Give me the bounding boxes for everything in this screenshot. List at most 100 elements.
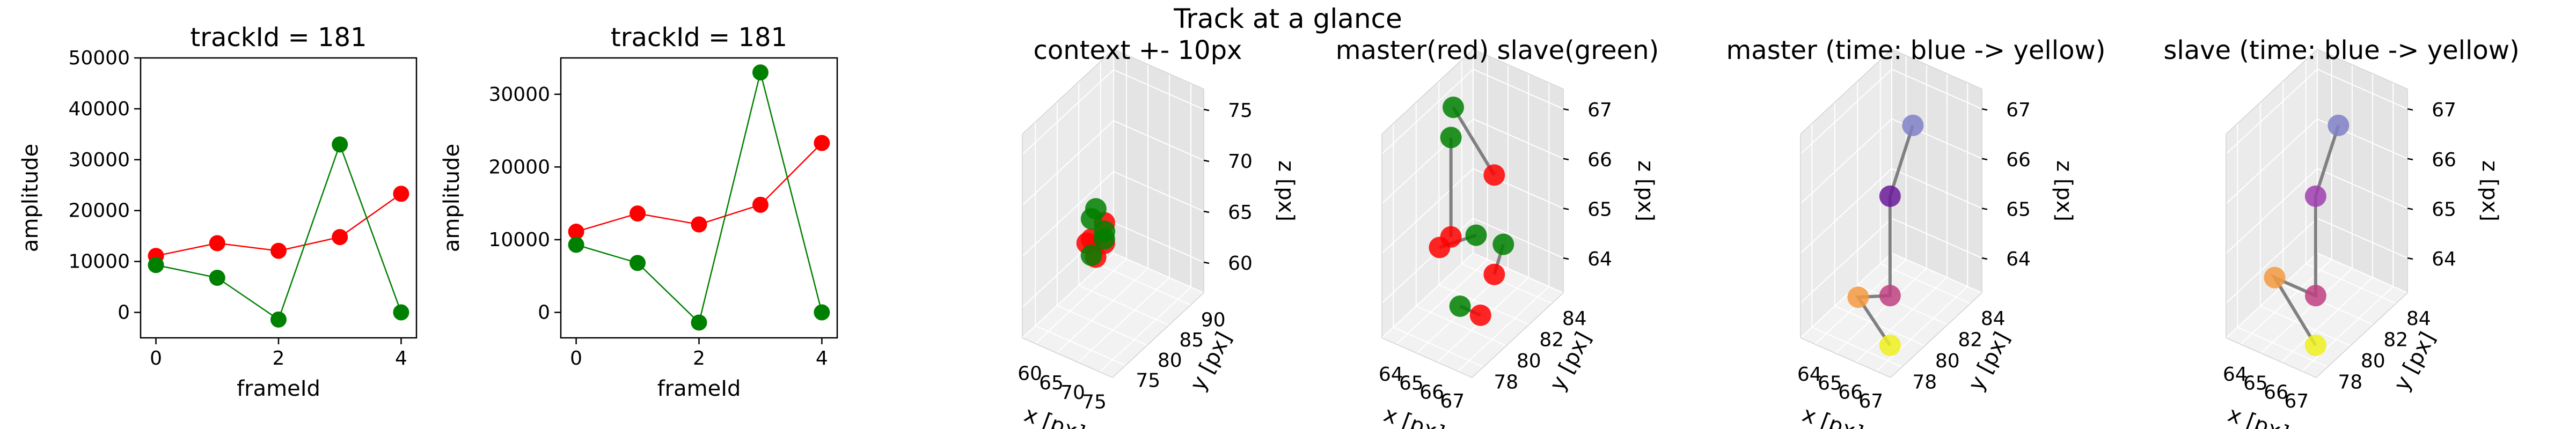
series-1-point bbox=[1483, 164, 1505, 186]
grid-line-z bbox=[1113, 171, 1204, 212]
grid-line-z bbox=[1022, 69, 1114, 155]
time-point bbox=[2328, 114, 2350, 136]
y-tick-label: 20000 bbox=[488, 156, 550, 178]
y-tick-label: 82 bbox=[2383, 329, 2408, 351]
back-pane bbox=[2317, 48, 2408, 294]
grid-line-z bbox=[1022, 171, 1114, 257]
z-tick-label: 65 bbox=[2006, 198, 2031, 220]
series-2-point bbox=[1080, 245, 1102, 267]
grid-line-z bbox=[1800, 168, 1892, 254]
z-tick-mark bbox=[1563, 158, 1569, 160]
x-tick-label: 65 bbox=[1039, 372, 1064, 394]
x-axis-label: x [px] bbox=[1799, 402, 1866, 429]
series-1-point bbox=[568, 224, 584, 240]
z-tick-mark bbox=[1563, 208, 1569, 210]
z-axis-label: z [px] bbox=[2477, 160, 2502, 221]
x-tick-label: 66 bbox=[1419, 381, 1444, 403]
x-tick-label: 64 bbox=[1379, 364, 1403, 386]
z-tick-mark bbox=[1981, 208, 1988, 210]
z-tick-mark bbox=[2407, 257, 2413, 260]
grid-line-x bbox=[1457, 286, 1549, 372]
x-tick-label: 60 bbox=[1018, 363, 1042, 385]
grid-line-x bbox=[2301, 286, 2394, 372]
time-point bbox=[2304, 185, 2326, 207]
x-tick-label: 64 bbox=[1797, 364, 1822, 386]
grid-line-z bbox=[2226, 119, 2318, 204]
time-point bbox=[2304, 334, 2326, 356]
grid-line-y bbox=[1078, 285, 1169, 326]
y-axis-label: amplitude bbox=[440, 144, 464, 252]
pane-edge bbox=[2226, 49, 2318, 135]
grid-line-y bbox=[1438, 284, 1529, 326]
grid-line-z bbox=[1022, 120, 1114, 206]
y-tick-label: 80 bbox=[1935, 350, 1960, 372]
y-tick-label: 20000 bbox=[68, 200, 130, 222]
pane-edge bbox=[1112, 292, 1204, 378]
x-tick-label: 64 bbox=[2223, 364, 2248, 386]
grid-line-y bbox=[1461, 263, 1553, 304]
grid-line-y bbox=[1393, 327, 1484, 368]
series-2-point bbox=[332, 136, 348, 153]
series-2-point bbox=[1449, 295, 1471, 317]
pane-edge bbox=[1890, 292, 1982, 378]
grid-line-z bbox=[2226, 69, 2318, 154]
y-tick-label: 30000 bbox=[68, 149, 130, 171]
pane-edge bbox=[2316, 292, 2408, 378]
series-1-point bbox=[1469, 304, 1491, 326]
x-axis-label: frameId bbox=[657, 376, 741, 401]
z-tick-mark bbox=[1203, 210, 1210, 213]
line-chart-2: trackId = 181 0 2 4 0 10000 20000 30000 frameId a… bbox=[440, 23, 838, 401]
x-tick-label: 2 bbox=[273, 347, 285, 369]
x-tick-label: 4 bbox=[816, 347, 828, 369]
series-2-point bbox=[568, 236, 584, 253]
y-tick-label: 0 bbox=[538, 302, 550, 324]
y-tick-label: 78 bbox=[1912, 371, 1937, 393]
y-tick-label: 84 bbox=[2406, 308, 2431, 330]
series-2-point bbox=[691, 314, 707, 331]
line-chart-1: trackId = 181 0 2 4 0 10000 20000 30000 40000 500… bbox=[18, 23, 418, 401]
grid-line-y bbox=[2306, 263, 2397, 304]
grid-line-y bbox=[1416, 305, 1507, 346]
pane-edge bbox=[1800, 337, 1891, 378]
time-point bbox=[2304, 285, 2326, 307]
x-tick-label: 75 bbox=[1082, 391, 1107, 413]
z-tick-mark bbox=[1563, 257, 1569, 260]
series-2-point bbox=[1094, 220, 1116, 242]
grid-line-z bbox=[1800, 218, 1892, 304]
grid-line-z bbox=[1113, 120, 1204, 161]
series-2-point bbox=[814, 304, 830, 321]
grid-line-x bbox=[1099, 286, 1191, 373]
series-2-point bbox=[1440, 127, 1462, 149]
z-tick-mark bbox=[2407, 108, 2413, 111]
series-1-point bbox=[691, 216, 707, 233]
y-tick-label: 90 bbox=[1201, 309, 1226, 331]
pane-edge bbox=[2317, 49, 2408, 90]
y-tick-label: 10000 bbox=[488, 229, 550, 251]
z-tick-label: 66 bbox=[2432, 149, 2456, 171]
z-tick-label: 64 bbox=[1587, 248, 1612, 270]
z-axis-label: z [px] bbox=[1274, 160, 1298, 221]
series-line-2 bbox=[576, 72, 823, 324]
time-point bbox=[1847, 286, 1869, 308]
series-2-point bbox=[209, 270, 225, 286]
z-tick-mark bbox=[2407, 208, 2413, 210]
grid-line-x bbox=[1056, 268, 1148, 353]
grid-line-y bbox=[1057, 305, 1148, 346]
grid-line-z bbox=[1473, 218, 1564, 259]
grid-line-y bbox=[1834, 305, 1926, 346]
grid-line-x bbox=[1078, 277, 1170, 363]
series-1-point bbox=[209, 235, 225, 252]
z-tick-label: 67 bbox=[2006, 99, 2031, 121]
z-tick-mark bbox=[1981, 108, 1988, 111]
z-tick-mark bbox=[1203, 159, 1210, 162]
z-tick-mark bbox=[1981, 158, 1988, 160]
grid-line-z bbox=[2317, 218, 2408, 259]
chart-title: slave (time: blue -> yellow) bbox=[2163, 35, 2519, 65]
y-tick-label: 82 bbox=[1958, 329, 1982, 351]
pane-edge bbox=[1473, 49, 1564, 90]
grid-line-z bbox=[2317, 69, 2408, 109]
chart-title: context +- 10px bbox=[1034, 35, 1242, 65]
y-axis-label: amplitude bbox=[18, 144, 43, 252]
pane-edge bbox=[1022, 49, 1114, 135]
